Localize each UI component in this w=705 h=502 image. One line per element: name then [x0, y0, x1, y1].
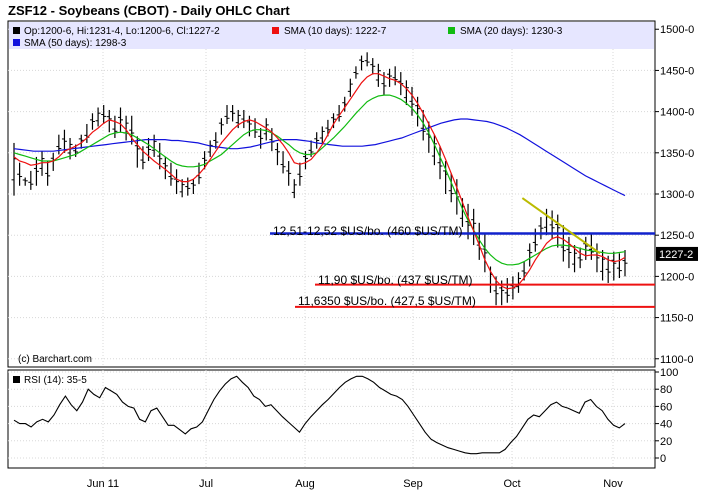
- rsi-panel: [7, 369, 656, 469]
- rsi-tick-label: 20: [660, 436, 672, 448]
- legend-sma50: SMA (50 days): 1298-3: [24, 38, 127, 49]
- x-tick-label: Sep: [403, 478, 423, 490]
- last-price-tag: 1227-2: [656, 246, 698, 261]
- sma50-line: [13, 118, 626, 197]
- x-tick-label: Nov: [603, 478, 623, 490]
- price-tick-label: 1500-0: [660, 24, 694, 36]
- annotation-label-2: 11,90 $US/bo. (437 $US/TM): [318, 273, 473, 287]
- rsi-legend-swatch: [13, 376, 20, 383]
- price-tick-label: 1400-0: [660, 107, 694, 119]
- legend-sma20: SMA (20 days): 1230-3: [460, 26, 563, 37]
- sma10-line: [13, 73, 626, 290]
- rsi-tick-label: 0: [660, 453, 666, 465]
- legend-background: [9, 22, 654, 49]
- moving-averages: [13, 73, 626, 455]
- price-tick-label: 1250-0: [660, 230, 694, 242]
- legend-swatch-sma20: [448, 27, 455, 34]
- price-tick-label: 1450-0: [660, 65, 694, 77]
- trendline: [521, 197, 601, 255]
- legend-swatch-sma50: [13, 39, 20, 46]
- price-tick-label: 1150-0: [660, 313, 693, 325]
- grid: [8, 28, 655, 468]
- rsi-tick-label: 60: [660, 401, 672, 413]
- rsi-tick-label: 80: [660, 384, 672, 396]
- rsi-tick-label: 40: [660, 419, 672, 431]
- price-tick-label: 1300-0: [660, 189, 694, 201]
- rsi-legend: RSI (14): 35-5: [13, 375, 87, 386]
- axes: 1500-0 1450-0 1400-0 1350-0 1300-0 1250-0 1200…: [87, 24, 694, 490]
- chart-title: ZSF12 - Soybeans (CBOT) - Daily OHLC Cha…: [8, 3, 290, 18]
- legend-swatch-sma10: [272, 27, 279, 34]
- rsi-tick-label: 100: [660, 367, 678, 379]
- x-tick-label: Aug: [295, 478, 315, 490]
- legend-swatch-ohlc: [13, 27, 20, 34]
- annotation-label-3: 11,6350 $US/bo. (427,5 $US/TM): [298, 294, 476, 308]
- annotation-label-1: 12,51-12,52 $US/bo. (460 $US/TM): [273, 224, 462, 238]
- price-tick-label: 1100-0: [660, 354, 693, 366]
- x-tick-label: Jul: [199, 478, 213, 490]
- rsi-line: [13, 375, 626, 455]
- rsi-label: RSI (14): 35-5: [24, 375, 87, 386]
- last-price-label: 1227-2: [659, 249, 693, 261]
- x-tick-label: Oct: [503, 478, 520, 490]
- annotation-lines: [270, 197, 655, 308]
- x-tick-label: Jun 11: [87, 478, 119, 490]
- legend-ohlc: Op:1200-6, Hi:1231-4, Lo:1200-6, Cl:1227…: [24, 26, 220, 37]
- watermark: (c) Barchart.com: [18, 354, 92, 365]
- price-tick-label: 1350-0: [660, 148, 694, 160]
- legend-sma10: SMA (10 days): 1222-7: [284, 26, 387, 37]
- last-price-tag-bg: [656, 246, 698, 261]
- sma20-line: [13, 94, 626, 266]
- price-tick-label: 1200-0: [660, 271, 694, 283]
- legend: Op:1200-6, Hi:1231-4, Lo:1200-6, Cl:1227…: [9, 22, 654, 49]
